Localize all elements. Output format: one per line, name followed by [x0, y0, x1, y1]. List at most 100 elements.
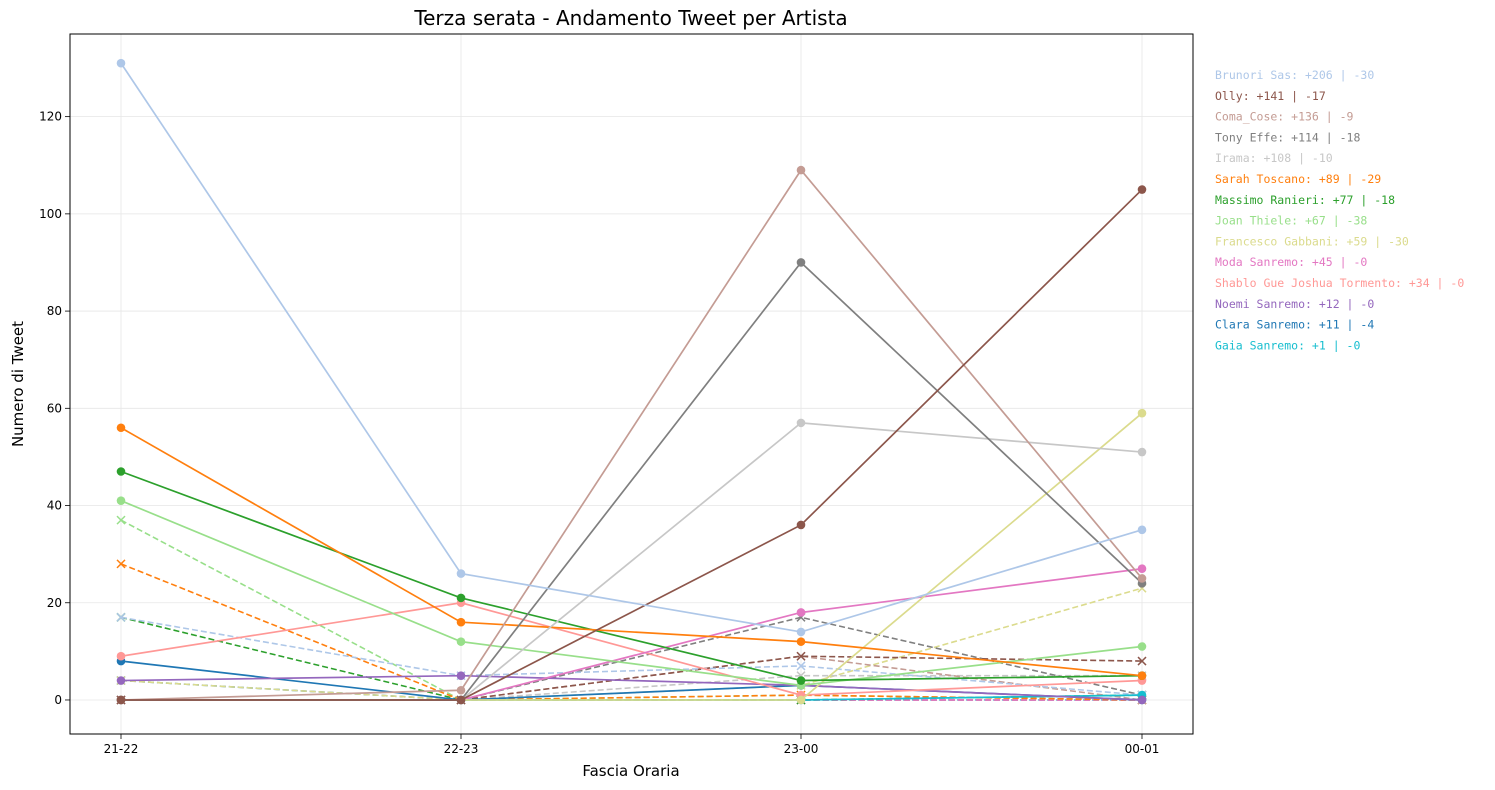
x-tick-label: 22-23 [444, 742, 479, 756]
x-marker [116, 559, 126, 569]
legend-entry: Massimo Ranieri: +77 | -18 [1215, 193, 1395, 207]
positive-line [120, 62, 1143, 633]
data-series [116, 58, 1147, 705]
x-marker [796, 661, 806, 671]
series-negative [116, 515, 1147, 705]
positive-point [116, 58, 126, 68]
legend-entry: Gaia Sanremo: +1 | -0 [1215, 338, 1360, 352]
legend-entry: Clara Sanremo: +11 | -4 [1215, 318, 1374, 332]
series-positive [116, 598, 1147, 700]
negative-point [116, 515, 126, 525]
positive-point [456, 593, 466, 603]
negative-line [120, 519, 1143, 701]
x-tick-label: 00-01 [1125, 742, 1160, 756]
chart-title: Terza serata - Andamento Tweet per Artis… [413, 6, 847, 30]
positive-point [456, 671, 466, 680]
x-marker [1137, 656, 1147, 666]
legend-entry: Irama: +108 | -10 [1215, 151, 1333, 165]
x-marker [796, 651, 806, 661]
positive-point [456, 569, 466, 578]
positive-line [120, 427, 1143, 677]
legend-entry: Shablo Gue Joshua Tormento: +34 | -0 [1215, 276, 1464, 290]
positive-point [1137, 574, 1147, 583]
negative-line [121, 616, 1143, 701]
positive-point [1137, 408, 1147, 418]
y-tick-label: 20 [47, 596, 62, 610]
x-axis-label: Fascia Oraria [582, 762, 679, 780]
legend: Brunori Sas: +206 | -30 Olly: +141 | -17 C… [1215, 68, 1464, 352]
x-tick-label: 23-00 [784, 742, 819, 756]
legend-entry: Coma_Cose: +136 | -9 [1215, 110, 1354, 124]
positive-point [116, 496, 126, 505]
positive-point [796, 627, 806, 637]
positive-point [796, 695, 806, 705]
positive-point [116, 651, 126, 661]
y-axis: 0 20 40 60 80 100 120 [39, 110, 70, 707]
positive-line [120, 499, 1143, 687]
series-positive [116, 467, 1147, 685]
x-marker [116, 612, 126, 622]
legend-entry: Olly: +141 | -17 [1215, 89, 1326, 103]
positive-point [116, 695, 126, 705]
negative-point [1137, 656, 1147, 666]
legend-entry: Sarah Toscano: +89 | -29 [1215, 172, 1381, 186]
positive-point [796, 608, 806, 617]
legend-entry: Joan Thiele: +67 | -38 [1215, 214, 1367, 228]
positive-point [796, 676, 806, 685]
y-tick-label: 120 [39, 110, 62, 124]
series-positive [116, 564, 1147, 705]
y-tick-label: 0 [54, 693, 62, 707]
series-positive [116, 258, 1147, 705]
y-tick-label: 100 [39, 207, 62, 221]
positive-point [1137, 525, 1147, 535]
x-axis: 21-22 22-23 23-00 00-01 [104, 734, 1160, 756]
positive-point [796, 637, 806, 646]
series-positive [116, 496, 1147, 690]
positive-line [120, 168, 1143, 701]
negative-line [120, 587, 1143, 701]
y-tick-label: 60 [47, 401, 62, 415]
x-marker [116, 515, 126, 525]
series-positive [116, 185, 1147, 705]
positive-point [1137, 695, 1147, 705]
legend-entry: Francesco Gabbani: +59 | -30 [1215, 234, 1409, 248]
plot-frame [69, 33, 1194, 735]
positive-line [121, 188, 1143, 701]
positive-point [116, 676, 126, 685]
negative-point [116, 559, 126, 569]
negative-line [121, 674, 1142, 701]
positive-point [796, 418, 806, 428]
series-positive [116, 165, 1147, 705]
y-axis-label: Numero di Tweet [9, 321, 27, 447]
negative-line [120, 616, 1143, 696]
legend-entry: Moda Sanremo: +45 | -0 [1215, 255, 1367, 269]
y-tick-label: 40 [47, 499, 62, 513]
positive-point [116, 467, 126, 476]
positive-point [1137, 447, 1147, 457]
negative-point [796, 651, 806, 661]
gridlines [70, 34, 1193, 734]
positive-line [120, 470, 1143, 682]
legend-entry: Brunori Sas: +206 | -30 [1215, 68, 1374, 82]
negative-point [796, 661, 806, 671]
positive-line [120, 674, 1143, 701]
positive-point [456, 685, 466, 695]
y-tick-label: 80 [47, 304, 62, 318]
series-positive [116, 671, 1147, 705]
positive-point [1137, 671, 1147, 680]
positive-line [120, 601, 1143, 696]
series-positive [116, 58, 1147, 637]
legend-entry: Tony Effe: +114 | -18 [1215, 130, 1360, 144]
legend-entry: Noemi Sanremo: +12 | -0 [1215, 297, 1374, 311]
positive-point [456, 617, 466, 627]
positive-point [796, 520, 806, 530]
positive-line [121, 261, 1143, 701]
positive-point [796, 258, 806, 267]
series-positive [116, 423, 1147, 680]
positive-point [116, 423, 126, 433]
negative-point [116, 612, 126, 622]
positive-point [1137, 642, 1147, 651]
positive-point [1137, 185, 1147, 194]
positive-point [456, 637, 466, 646]
